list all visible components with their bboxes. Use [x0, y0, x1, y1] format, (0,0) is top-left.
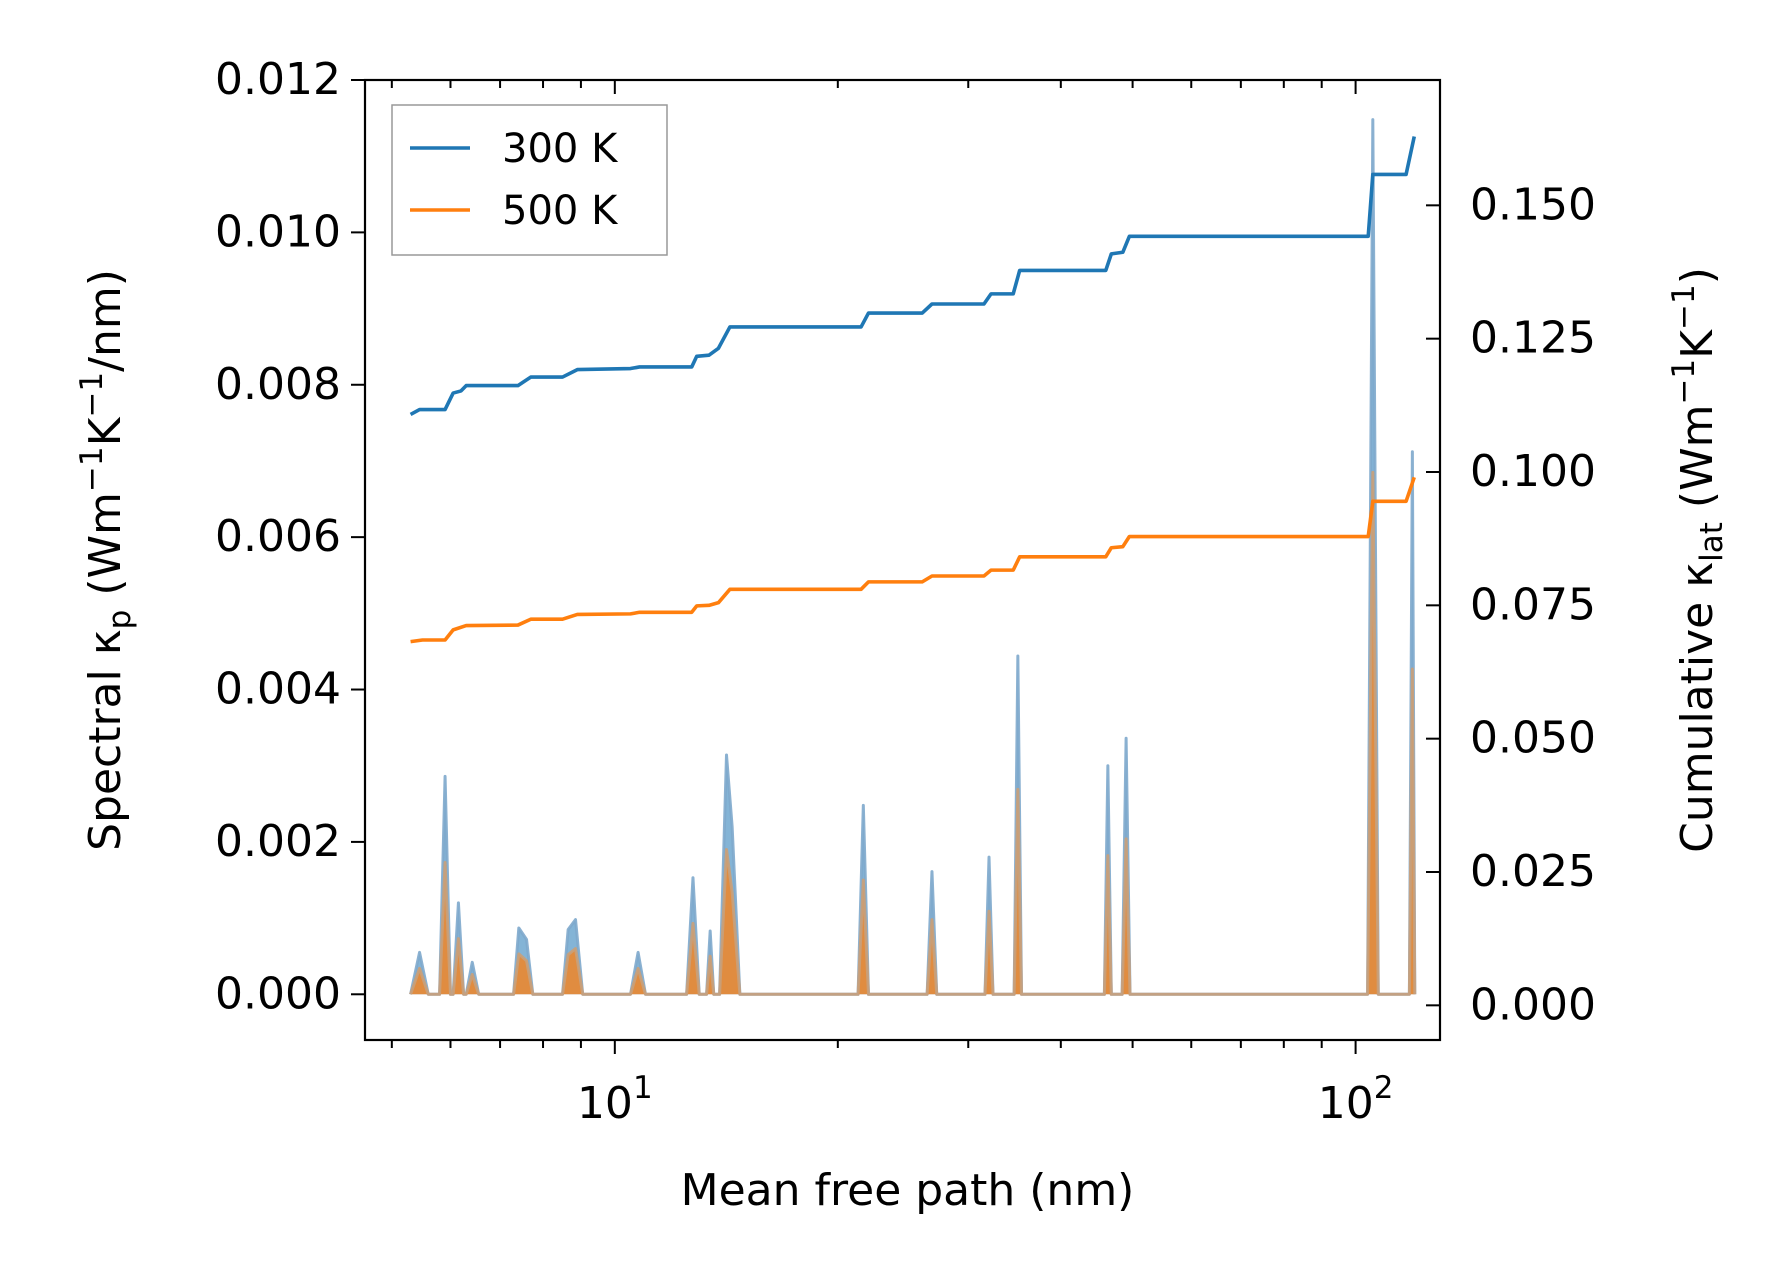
y-left-axis-label-superscript: −1 [74, 372, 110, 418]
y-left-axis-label-superscript: −1 [74, 446, 110, 492]
y-left-tick-label: 0.008 [215, 359, 341, 410]
y-right-tick-label: 0.050 [1470, 713, 1596, 764]
y-left-tick-label: 0.006 [215, 511, 341, 562]
y-left-axis-label-unit: K [80, 416, 131, 446]
x-tick-label-exponent: 1 [633, 1070, 653, 1106]
y-right-axis-label: Cumulative κlat (Wm−1K−1) [1666, 267, 1730, 853]
y-left-tick-label: 0.010 [215, 206, 341, 257]
axes: 0.000 0.002 0.004 0.006 0.008 0.010 0.012 0.000… [215, 54, 1596, 1129]
legend: 300 K 500 K [391, 104, 668, 256]
x-tick-label: 101 [577, 1070, 653, 1129]
y-left-axis-label: Spectral κp (Wm−1K−1/nm) [74, 269, 138, 851]
axis-labels: Mean free path (nm)Spectral κp (Wm−1K−1/… [74, 267, 1730, 1216]
axes-frame [363, 78, 1442, 1042]
y-left-axis-label-prefix: Spectral κ [80, 629, 131, 851]
y-right-axis-label-prefix: Cumulative κ [1672, 562, 1723, 853]
y-left-tick-label: 0.012 [215, 54, 341, 105]
x-tick-label-base: 10 [577, 1078, 633, 1129]
y-right-tick-label: 0.125 [1470, 313, 1596, 364]
y-right-tick-label: 0.100 [1470, 446, 1596, 497]
y-right-tick-label: 0.075 [1470, 579, 1596, 630]
y-right-axis-label-superscript: −1 [1666, 284, 1702, 330]
spectral-area-500-k [410, 472, 1415, 995]
cumulative-line-500-k [410, 476, 1416, 644]
y-right-tick-label: 0.000 [1470, 979, 1596, 1030]
cumulative-line-300-k [409, 136, 1417, 416]
y-right-axis-label-unit: (Wm [1672, 405, 1723, 523]
legend-label: 300 K [502, 126, 619, 172]
y-right-axis-label-superscript: −1 [1666, 359, 1702, 405]
x-tick-label-exponent: 2 [1374, 1070, 1394, 1106]
y-right-tick-label: 0.150 [1470, 179, 1596, 230]
y-left-axis-label-unit: (Wm [80, 492, 131, 610]
y-left-tick-label: 0.000 [215, 968, 341, 1019]
x-tick-label-base: 10 [1318, 1078, 1374, 1129]
y-right-axis-label-unit: ) [1672, 267, 1723, 284]
y-left-axis-label-unit: /nm) [80, 269, 131, 372]
legend-box [391, 104, 668, 256]
y-right-axis-label-subscript: lat [1694, 522, 1730, 562]
legend-label: 500 K [502, 188, 619, 234]
y-left-tick-label: 0.004 [215, 664, 341, 715]
y-left-axis-label-subscript: p [102, 610, 138, 630]
y-right-axis-label-unit: K [1672, 329, 1723, 359]
plot-area [409, 118, 1417, 996]
y-left-tick-label: 0.002 [215, 816, 341, 867]
spectral-line-500-k [409, 470, 1417, 996]
x-axis-label: Mean free path (nm) [681, 1165, 1135, 1216]
x-tick-label: 102 [1318, 1070, 1394, 1129]
y-right-tick-label: 0.025 [1470, 846, 1596, 897]
